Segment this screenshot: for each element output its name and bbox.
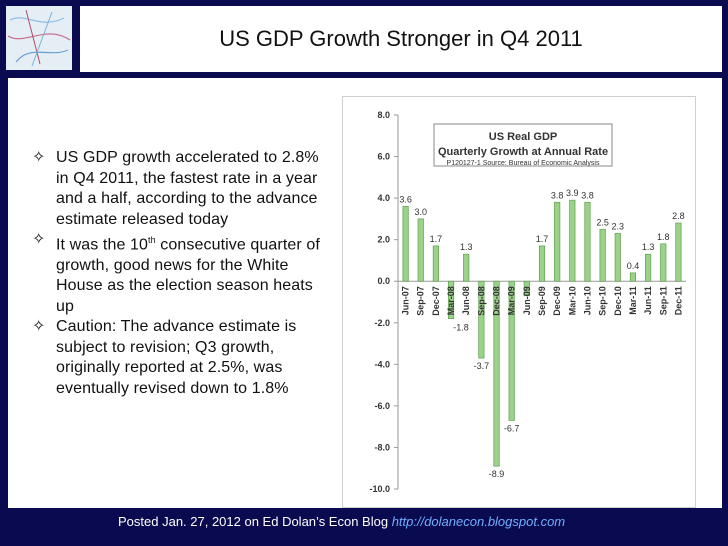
x-tick-label: Mar-10 xyxy=(567,286,577,315)
bar xyxy=(478,280,485,359)
bar xyxy=(463,253,470,282)
bullet-item: ✧ Caution: The advance estimate is subje… xyxy=(32,317,332,399)
chart-title-box xyxy=(433,123,613,167)
blog-link[interactable]: http://dolanecon.blogspot.com xyxy=(391,514,566,529)
bar xyxy=(493,280,500,467)
bar xyxy=(508,280,515,421)
footer: Posted Jan. 27, 2012 on Ed Dolan’s Econ … xyxy=(118,514,565,529)
x-tick-label: Sep-09 xyxy=(537,286,547,316)
y-tick-label: 8.0 xyxy=(377,110,390,120)
data-label: -3.7 xyxy=(474,361,490,371)
bar xyxy=(629,272,637,282)
data-label: 1.3 xyxy=(642,242,655,252)
chart-subtitle: Quarterly Growth at Annual Rate xyxy=(438,146,608,158)
bullet-superscript: th xyxy=(148,235,156,245)
x-tick-label: Dec-08 xyxy=(492,286,502,316)
bullet-text: US GDP growth accelerated to 2.8% in Q4 … xyxy=(56,149,319,228)
footer-bar xyxy=(0,508,728,546)
bullet-text: Caution: The advance estimate is subject… xyxy=(56,318,297,397)
x-tick-label: Jun-09 xyxy=(522,286,532,315)
diamond-star-icon: ✧ xyxy=(32,318,46,336)
x-tick-label: Dec-09 xyxy=(552,286,562,316)
bar xyxy=(569,199,576,282)
bar xyxy=(538,245,546,282)
bullet-text-post: consecutive quarter of growth, good news… xyxy=(56,236,320,315)
data-label: 1.7 xyxy=(536,234,549,244)
y-tick-label: -10.0 xyxy=(369,484,390,494)
data-label: 2.8 xyxy=(672,211,685,221)
data-label: 3.9 xyxy=(566,188,579,198)
slide-title: US GDP Growth Stronger in Q4 2011 xyxy=(219,26,583,51)
diamond-star-icon: ✧ xyxy=(32,149,46,166)
bullet-list: ✧ US GDP growth accelerated to 2.8% in Q… xyxy=(32,148,332,399)
bullet-item: ✧ It was the 10th consecutive quarter of… xyxy=(32,230,332,317)
x-tick-label: Jun-07 xyxy=(401,286,411,315)
bar xyxy=(523,280,530,297)
data-label: 1.7 xyxy=(430,234,443,244)
x-tick-label: Mar-09 xyxy=(507,286,517,315)
data-label: 0.4 xyxy=(627,261,640,271)
bar xyxy=(554,201,561,282)
data-label: -8.9 xyxy=(489,469,505,479)
data-label: 3.8 xyxy=(581,190,594,200)
data-label: 3.8 xyxy=(551,190,564,200)
y-tick-label: 0.0 xyxy=(377,276,390,286)
x-tick-label: Mar-08 xyxy=(446,286,456,315)
data-label: 1.8 xyxy=(657,232,670,242)
gdp-chart: US Real GDP Quarterly Growth at Annual R… xyxy=(342,96,696,508)
x-tick-label: Jun-11 xyxy=(643,286,653,315)
x-tick-label: Jun-10 xyxy=(582,286,592,315)
x-tick-label: Sep-07 xyxy=(416,286,426,316)
diamond-star-icon: ✧ xyxy=(32,231,46,248)
x-tick-label: Dec-07 xyxy=(431,286,441,316)
data-label: -6.7 xyxy=(504,423,520,433)
y-tick-label: -6.0 xyxy=(374,401,390,411)
bullet-text-pre: It was the 10 xyxy=(56,236,149,254)
data-label: -1.8 xyxy=(453,323,469,333)
y-tick-label: 4.0 xyxy=(377,193,390,203)
x-tick-label: Dec-11 xyxy=(673,286,683,315)
bar xyxy=(584,201,591,282)
bar xyxy=(417,218,424,282)
bar xyxy=(614,233,621,282)
y-tick-label: -4.0 xyxy=(374,359,390,369)
bar xyxy=(645,253,652,282)
data-label: 1.3 xyxy=(460,242,473,252)
y-tick-label: -2.0 xyxy=(374,318,390,328)
bar xyxy=(660,243,667,282)
data-label: 2.5 xyxy=(596,217,609,227)
x-tick-label: Sep-11 xyxy=(658,286,668,315)
bar xyxy=(675,222,682,282)
x-tick-label: Sep-08 xyxy=(476,286,486,316)
y-tick-label: 2.0 xyxy=(377,235,390,245)
x-tick-label: Sep-10 xyxy=(598,286,608,316)
x-tick-label: Jun-08 xyxy=(461,286,471,315)
x-tick-label: Dec-10 xyxy=(613,286,623,316)
bar xyxy=(447,280,455,319)
logo xyxy=(6,6,72,70)
footer-text: Posted Jan. 27, 2012 on Ed Dolan’s Econ … xyxy=(118,514,389,529)
y-tick-label: 6.0 xyxy=(377,152,390,162)
chart-source: P120127-1 Source: Bureau of Economic Ana… xyxy=(447,160,600,167)
right-frame xyxy=(722,78,728,546)
y-tick-label: -8.0 xyxy=(374,442,390,452)
title-box: US GDP Growth Stronger in Q4 2011 xyxy=(80,6,722,72)
data-label: 3.0 xyxy=(414,207,427,217)
left-frame xyxy=(0,78,8,546)
data-label: 3.6 xyxy=(399,194,412,204)
bar xyxy=(432,245,439,282)
data-label: 2.3 xyxy=(612,221,625,231)
bar xyxy=(402,206,409,282)
bar xyxy=(599,228,606,282)
x-tick-label: Mar-11 xyxy=(628,286,638,315)
chart-title: US Real GDP xyxy=(489,131,557,143)
bullet-item: ✧ US GDP growth accelerated to 2.8% in Q… xyxy=(32,148,332,230)
